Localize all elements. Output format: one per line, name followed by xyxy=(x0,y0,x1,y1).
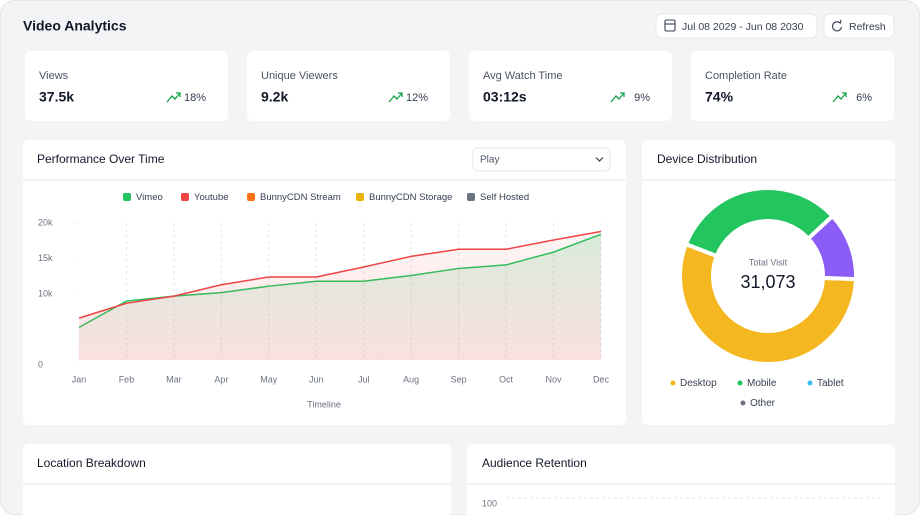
kpi-card xyxy=(469,51,672,121)
trend-icon xyxy=(388,92,403,103)
card-title: Performance Over Time xyxy=(37,152,165,166)
kpi-label: Views xyxy=(39,70,69,82)
x-tick-label: Jun xyxy=(309,374,324,384)
kpi-change: 9% xyxy=(634,92,650,104)
legend-label: Tablet xyxy=(817,378,844,389)
date-button[interactable]: Jul 08 2029 - Jun 08 2030 xyxy=(655,13,818,39)
legend-dot xyxy=(670,380,676,386)
legend-swatch xyxy=(247,193,255,201)
card-title: Device Distribution xyxy=(657,152,757,166)
legend-label: Vimeo xyxy=(136,192,163,203)
y-tick-label: 100 xyxy=(482,498,497,508)
donut-slice xyxy=(678,241,859,366)
card-title: Audience Retention xyxy=(482,456,587,470)
legend-swatch xyxy=(123,193,131,201)
legend-label: Desktop xyxy=(680,378,717,389)
y-tick-label: 15k xyxy=(38,253,53,263)
kpi-value: 03:12s xyxy=(483,89,527,105)
trend-icon xyxy=(610,92,625,103)
x-tick-label: Jan xyxy=(72,374,87,384)
kpi-label: Completion Rate xyxy=(705,70,787,82)
center-label: Total Visit xyxy=(749,257,788,267)
donut-slice xyxy=(683,186,836,259)
legend-label: BunnyCDN Storage xyxy=(369,192,452,203)
x-tick-label: May xyxy=(260,374,278,384)
kpi-value: 9.2k xyxy=(261,89,288,105)
device-card xyxy=(642,140,895,425)
center-value: 31,073 xyxy=(740,272,795,292)
y-tick-label: 10k xyxy=(38,288,53,298)
legend-swatch xyxy=(467,193,475,201)
y-tick-label: 0 xyxy=(38,359,43,369)
kpi-value: 74% xyxy=(705,89,734,105)
series-line xyxy=(78,230,602,319)
legend-label: Mobile xyxy=(747,378,777,389)
x-tick-label: Jul xyxy=(358,374,370,384)
location-card xyxy=(23,444,451,515)
page-title: Video Analytics xyxy=(23,18,127,34)
x-tick-label: Mar xyxy=(166,374,182,384)
kpi-change: 18% xyxy=(184,92,206,104)
trend-icon xyxy=(832,92,847,103)
kpi-label: Unique Viewers xyxy=(261,70,338,82)
donut-slice xyxy=(805,213,858,282)
filter-value: Play xyxy=(480,155,499,166)
x-tick-label: Nov xyxy=(545,374,562,384)
legend-dot xyxy=(807,380,813,386)
legend-dot xyxy=(740,400,746,406)
y-tick-label: 20k xyxy=(38,217,53,227)
kpi-change: 6% xyxy=(856,92,872,104)
legend-label: BunnyCDN Stream xyxy=(260,192,341,203)
series-area xyxy=(79,231,601,360)
refresh-label: Refresh xyxy=(849,21,886,33)
x-tick-label: Dec xyxy=(593,374,610,384)
legend-label: Self Hosted xyxy=(480,192,529,203)
kpi-card xyxy=(247,51,450,121)
x-tick-label: Sep xyxy=(451,374,467,384)
filter-select[interactable]: Play xyxy=(472,147,611,172)
retention-card xyxy=(467,444,895,515)
legend-dot xyxy=(737,380,743,386)
x-tick-label: Feb xyxy=(119,374,135,384)
x-tick-label: Apr xyxy=(214,374,228,384)
legend-label: Other xyxy=(750,398,776,409)
refresh-button[interactable]: Refresh xyxy=(823,13,895,39)
kpi-change: 12% xyxy=(406,92,428,104)
date-range: Jul 08 2029 - Jun 08 2030 xyxy=(682,21,804,33)
x-tick-label: Aug xyxy=(403,374,419,384)
card-title: Location Breakdown xyxy=(37,456,146,470)
kpi-label: Avg Watch Time xyxy=(483,70,562,82)
legend-swatch xyxy=(356,193,364,201)
x-axis-label: Timeline xyxy=(307,399,341,409)
legend-label: Youtube xyxy=(194,192,229,203)
kpi-card xyxy=(25,51,228,121)
legend-swatch xyxy=(181,193,189,201)
kpi-value: 37.5k xyxy=(39,89,74,105)
x-tick-label: Oct xyxy=(499,374,514,384)
kpi-card xyxy=(691,51,894,121)
trend-icon xyxy=(166,92,181,103)
